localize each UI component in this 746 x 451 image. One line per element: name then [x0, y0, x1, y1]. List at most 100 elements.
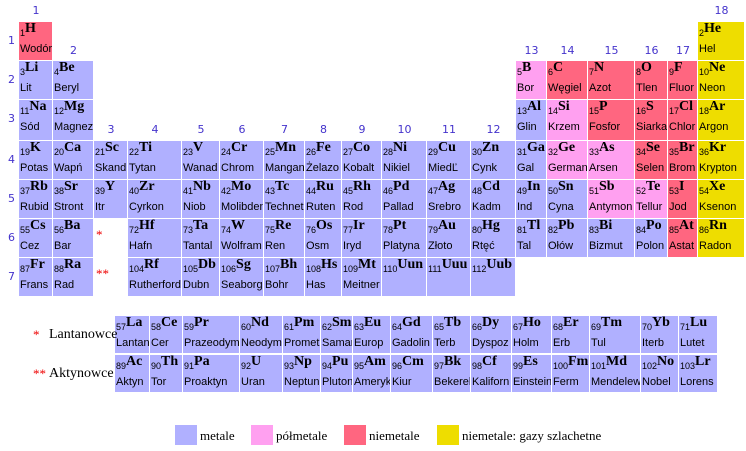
- element-cell-ar[interactable]: 18Ar Argon: [698, 100, 744, 140]
- element-cell-pr[interactable]: 59Pr Prazeodym: [183, 316, 239, 353]
- element-cell-os[interactable]: 76Os Osm: [305, 219, 341, 257]
- element-cell-np[interactable]: 93Np Neptun: [283, 355, 320, 392]
- element-cell-la[interactable]: 57La Lantan: [115, 316, 149, 353]
- element-cell-ir[interactable]: 77Ir Iryd: [342, 219, 381, 257]
- element-cell-cm[interactable]: 96Cm Kiur: [391, 355, 432, 392]
- element-cell-ra[interactable]: 88Ra Rad: [53, 258, 93, 296]
- element-cell-uuu[interactable]: 111Uuu: [427, 258, 470, 296]
- element-cell-cs[interactable]: 55Cs Cez: [19, 219, 52, 257]
- element-cell-rn[interactable]: 86Rn Radon: [698, 219, 744, 257]
- element-cell-eu[interactable]: 63Eu Europ: [353, 316, 390, 353]
- element-cell-s[interactable]: 16S Siarka: [635, 100, 667, 140]
- element-cell-pb[interactable]: 82Pb Ołów: [547, 219, 587, 257]
- element-cell-kr[interactable]: 36Kr Krypton: [698, 141, 744, 179]
- element-cell-ce[interactable]: 58Ce Cer: [150, 316, 182, 353]
- element-cell-fr[interactable]: 87Fr Frans: [19, 258, 52, 296]
- element-cell-re[interactable]: 75Re Ren: [264, 219, 304, 257]
- element-cell-as[interactable]: 33As Arsen: [588, 141, 634, 179]
- element-cell-xe[interactable]: 54Xe Ksenon: [698, 180, 744, 218]
- element-cell-te[interactable]: 52Te Tellur: [635, 180, 667, 218]
- element-cell-v[interactable]: 23V Wanad: [182, 141, 219, 179]
- element-cell-ac[interactable]: 89Ac Aktyn: [115, 355, 149, 392]
- element-cell-lu[interactable]: 71Lu Lutet: [679, 316, 717, 353]
- element-cell-se[interactable]: 34Se Selen: [635, 141, 667, 179]
- element-cell-rb[interactable]: 37Rb Rubid: [19, 180, 52, 218]
- element-cell-no[interactable]: 102No Nobel: [641, 355, 678, 392]
- element-cell-hf[interactable]: 72Hf Hafn: [128, 219, 181, 257]
- element-cell-br[interactable]: 35Br Brom: [668, 141, 697, 179]
- element-cell-u[interactable]: 92U Uran: [240, 355, 282, 392]
- element-cell-be[interactable]: 4Be Beryl: [53, 61, 93, 99]
- element-cell-mt[interactable]: 109Mt Meitner: [342, 258, 381, 296]
- element-cell-po[interactable]: 84Po Polon: [635, 219, 667, 257]
- element-cell-th[interactable]: 90Th Tor: [150, 355, 182, 392]
- element-cell-at[interactable]: 85At Astat: [668, 219, 697, 257]
- element-cell-ba[interactable]: 56Ba Bar: [53, 219, 93, 257]
- element-cell-dy[interactable]: 66Dy Dyspoz: [471, 316, 511, 353]
- element-cell-er[interactable]: 68Er Erb: [552, 316, 589, 353]
- element-cell-h[interactable]: 1H Wodór: [19, 22, 52, 60]
- element-cell-gd[interactable]: 64Gd Gadolin: [391, 316, 432, 353]
- element-cell-au[interactable]: 79Au Złoto: [427, 219, 470, 257]
- element-cell-ag[interactable]: 47Ag Srebro: [427, 180, 470, 218]
- element-cell-fm[interactable]: 100Fm Ferm: [552, 355, 589, 392]
- element-cell-fe[interactable]: 26Fe Żelazo: [305, 141, 341, 179]
- element-cell-n[interactable]: 7N Azot: [588, 61, 634, 99]
- element-cell-nb[interactable]: 41Nb Niob: [182, 180, 219, 218]
- element-cell-uun[interactable]: 110Uun: [382, 258, 426, 296]
- element-cell-pt[interactable]: 78Pt Platyna: [382, 219, 426, 257]
- element-cell-sb[interactable]: 51Sb Antymon: [588, 180, 634, 218]
- element-cell-cu[interactable]: 29Cu MiedĽ: [427, 141, 470, 179]
- element-cell-sm[interactable]: 62Sm Samar: [321, 316, 352, 353]
- element-cell-y[interactable]: 39Y Itr: [94, 180, 127, 218]
- element-cell-cd[interactable]: 48Cd Kadm: [471, 180, 515, 218]
- element-cell-lr[interactable]: 103Lr Lorens: [679, 355, 717, 392]
- element-cell-al[interactable]: 13Al Glin: [516, 100, 546, 140]
- element-cell-in[interactable]: 49In Ind: [516, 180, 546, 218]
- element-cell-tc[interactable]: 43Tc Technet: [264, 180, 304, 218]
- element-cell-co[interactable]: 27Co Kobalt: [342, 141, 381, 179]
- element-cell-pd[interactable]: 46Pd Pallad: [382, 180, 426, 218]
- element-cell-yb[interactable]: 70Yb Iterb: [641, 316, 678, 353]
- element-cell-k[interactable]: 19K Potas: [19, 141, 52, 179]
- element-cell-ti[interactable]: 22Ti Tytan: [128, 141, 181, 179]
- element-cell-ca[interactable]: 20Ca Wapń: [53, 141, 93, 179]
- element-cell-ne[interactable]: 10Ne Neon: [698, 61, 744, 99]
- element-cell-cf[interactable]: 98Cf Kaliforn: [471, 355, 511, 392]
- element-cell-pa[interactable]: 91Pa Proaktyn: [183, 355, 239, 392]
- element-cell-ta[interactable]: 73Ta Tantal: [182, 219, 219, 257]
- element-cell-c[interactable]: 6C Węgiel: [547, 61, 587, 99]
- element-cell-pm[interactable]: 61Pm Promet: [283, 316, 320, 353]
- element-cell-tm[interactable]: 69Tm Tul: [590, 316, 640, 353]
- element-cell-am[interactable]: 95Am Ameryk: [353, 355, 390, 392]
- element-cell-bi[interactable]: 83Bi Bizmut: [588, 219, 634, 257]
- element-cell-zr[interactable]: 40Zr Cyrkon: [128, 180, 181, 218]
- element-cell-f[interactable]: 9F Fluor: [668, 61, 697, 99]
- element-cell-sc[interactable]: 21Sc Skand: [94, 141, 127, 179]
- element-cell-li[interactable]: 3Li Lit: [19, 61, 52, 99]
- element-cell-tb[interactable]: 65Tb Terb: [433, 316, 470, 353]
- element-cell-zn[interactable]: 30Zn Cynk: [471, 141, 515, 179]
- element-cell-bh[interactable]: 107Bh Bohr: [264, 258, 304, 296]
- element-cell-mg[interactable]: 12Mg Magnez: [53, 100, 93, 140]
- element-cell-p[interactable]: 15P Fosfor: [588, 100, 634, 140]
- element-cell-hg[interactable]: 80Hg Rtęć: [471, 219, 515, 257]
- element-cell-rh[interactable]: 45Rh Rod: [342, 180, 381, 218]
- element-cell-rf[interactable]: 104Rf Rutherford: [128, 258, 181, 296]
- element-cell-ga[interactable]: 31Ga Gal: [516, 141, 546, 179]
- element-cell-na[interactable]: 11Na Sód: [19, 100, 52, 140]
- element-cell-hs[interactable]: 108Hs Has: [305, 258, 341, 296]
- element-cell-mn[interactable]: 25Mn Mangan: [264, 141, 304, 179]
- element-cell-sr[interactable]: 38Sr Stront: [53, 180, 93, 218]
- element-cell-w[interactable]: 74W Wolfram: [220, 219, 263, 257]
- element-cell-md[interactable]: 101Md Mendelew: [590, 355, 640, 392]
- element-cell-o[interactable]: 8O Tlen: [635, 61, 667, 99]
- element-cell-sg[interactable]: 106Sg Seaborg: [220, 258, 263, 296]
- element-cell-cr[interactable]: 24Cr Chrom: [220, 141, 263, 179]
- element-cell-ni[interactable]: 28Ni Nikiel: [382, 141, 426, 179]
- element-cell-pu[interactable]: 94Pu Pluton: [321, 355, 352, 392]
- element-cell-db[interactable]: 105Db Dubn: [182, 258, 219, 296]
- element-cell-nd[interactable]: 60Nd Neodym: [240, 316, 282, 353]
- element-cell-mo[interactable]: 42Mo Molibden: [220, 180, 263, 218]
- element-cell-ru[interactable]: 44Ru Ruten: [305, 180, 341, 218]
